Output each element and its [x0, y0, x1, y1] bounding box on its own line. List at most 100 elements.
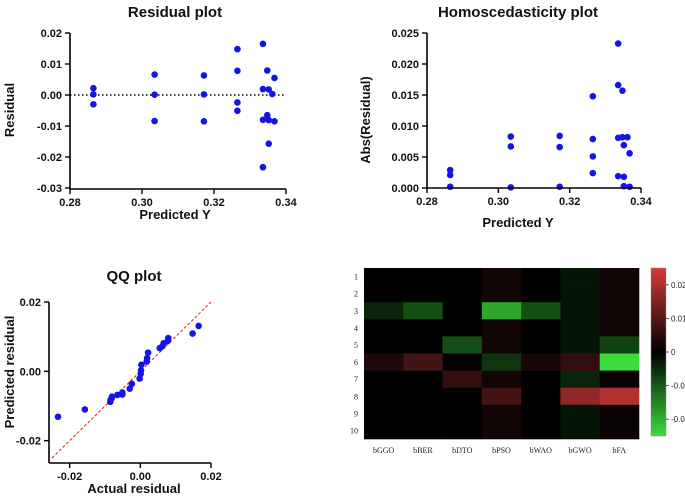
heatmap-cell — [481, 268, 522, 286]
heatmap-column-label: bFA — [613, 446, 627, 455]
heatmap-cell — [442, 302, 483, 320]
heatmap-cell — [364, 336, 404, 354]
residual-plot-xlabel: Predicted Y — [139, 207, 211, 222]
homoscedasticity-plot-title: Homoscedasticity plot — [438, 4, 598, 21]
homoscedasticity-plot-point — [589, 92, 597, 100]
heatmap-cell — [442, 387, 483, 406]
heatmap-cell — [521, 336, 561, 354]
qq-plot-point — [119, 389, 126, 396]
homoscedasticity-plot-point — [619, 87, 626, 94]
residual-plot-point — [234, 45, 241, 53]
homoscedasticity-plot-point — [620, 173, 628, 181]
heatmap-cell — [560, 370, 601, 388]
heatmap-column-label: bGWO — [569, 446, 592, 455]
homoscedasticity-plot: Homoscedasticity plot Predicted Y Abs(Re… — [358, 4, 653, 230]
heatmap-cell — [364, 302, 404, 320]
heatmap-cell — [364, 268, 404, 286]
heatmap-cell — [403, 353, 443, 371]
heatmap-cell — [521, 421, 561, 440]
heatmap-colorbar-tick-label: -0.01 — [671, 382, 685, 391]
heatmap-cell — [481, 302, 522, 320]
heatmap-cell — [560, 302, 601, 320]
residual-plot-point — [259, 40, 267, 48]
homoscedasticity-plot-xtick-label: 0.30 — [488, 196, 509, 208]
homoscedasticity-plot-point — [626, 183, 633, 191]
residual-plot-point — [271, 74, 278, 82]
qq-plot-ytick-label: 0.00 — [20, 366, 41, 378]
heatmap-column-label: bBER — [413, 446, 433, 455]
qq-plot-point — [138, 361, 145, 369]
heatmap-cell — [403, 421, 443, 440]
residual-plot-ylabel: Residual — [2, 83, 17, 137]
heatmap-colorbar-tick-label: 0.01 — [671, 314, 685, 323]
heatmap-cell — [599, 302, 640, 320]
qq-plot-ytick-label: -0.02 — [16, 436, 41, 448]
heatmap-cell — [560, 404, 601, 423]
heatmap-row-label: 4 — [354, 324, 358, 333]
heatmap-row-label: 1 — [354, 273, 358, 282]
residual-plot-title: Residual plot — [128, 4, 222, 21]
qq-plot-point — [189, 330, 196, 337]
heatmap-column-label: bWAO — [530, 446, 552, 455]
homoscedasticity-plot-point — [624, 133, 631, 141]
heatmap-cell — [599, 404, 640, 423]
residual-plot: Residual plot Predicted Y Residual 0.28 0… — [2, 4, 298, 222]
homoscedasticity-plot-point — [507, 143, 515, 150]
heatmap-cell — [481, 387, 522, 406]
heatmap-cell — [481, 336, 522, 354]
residual-plot-ytick-label: 0.01 — [41, 59, 62, 71]
heatmap-cell — [481, 285, 522, 303]
heatmap-cell — [403, 268, 443, 286]
residual-plot-ytick-label: -0.03 — [37, 183, 62, 195]
residual-plot-point — [200, 72, 208, 79]
homoscedasticity-plot-point — [620, 141, 628, 149]
qq-plot-title: QQ plot — [107, 268, 162, 285]
qq-plot-point — [195, 322, 202, 330]
residual-plot-point — [234, 107, 241, 115]
heatmap-cell — [481, 319, 522, 337]
homoscedasticity-plot-xtick-label: 0.32 — [559, 196, 580, 208]
homoscedasticity-plot-point — [556, 183, 563, 191]
heatmap-cells — [364, 268, 640, 440]
heatmap-column-labels: bGGO bBER bDTO bPSO bWAO bGWO bFA — [373, 446, 626, 455]
residual-plot-axes — [69, 33, 286, 190]
residual-plot-ytick-label: 0.00 — [41, 90, 62, 102]
residual-plot-point — [259, 163, 267, 171]
residual-plot-point — [200, 118, 208, 125]
residual-plot-ytick-label: -0.02 — [37, 152, 62, 164]
homoscedasticity-plot-ytick-label: 0.000 — [391, 183, 419, 195]
heatmap-colorbar-tick-label: 0.02 — [671, 281, 685, 290]
heatmap-cell — [560, 319, 601, 337]
heatmap-cell — [442, 370, 483, 388]
heatmap-cell — [599, 387, 640, 406]
heatmap-cell — [403, 336, 443, 354]
heatmap-row-label: 9 — [354, 409, 358, 418]
residual-plot-point — [271, 118, 278, 125]
qq-plot-point — [143, 354, 151, 362]
qq-plot-ticks: -0.02 0.00 0.02 -0.02 0.00 0.02 — [16, 297, 222, 483]
heatmap-cell — [599, 319, 640, 337]
residual-plot-point — [200, 91, 208, 98]
residual-plot-point — [263, 111, 271, 119]
residual-plot-ticks: 0.28 0.30 0.32 0.34 -0.03 -0.02 -0.01 0.00 0.01 0… — [37, 28, 298, 209]
heatmap-cell — [481, 404, 522, 423]
residual-plot-point — [259, 85, 267, 93]
homoscedasticity-plot-point — [556, 132, 563, 140]
heatmap-cell — [521, 302, 561, 320]
residual-plot-xtick-label: 0.28 — [59, 197, 80, 209]
qq-plot-point — [108, 393, 116, 400]
homoscedasticity-plot-point — [446, 171, 454, 179]
heatmap-cell — [442, 336, 483, 354]
homoscedasticity-plot-point — [614, 81, 622, 89]
residual-plot-ytick-label: 0.02 — [41, 28, 62, 40]
heatmap-cell — [560, 387, 601, 406]
homoscedasticity-plot-ticks: 0.28 0.30 0.32 0.34 0.000 0.005 0.010 0.015 0.02… — [391, 28, 652, 208]
heatmap-cell — [481, 370, 522, 388]
residual-plot-point — [269, 90, 276, 98]
heatmap-row-label: 7 — [354, 375, 358, 384]
residual-plot-point — [265, 140, 273, 147]
qq-plot-xlabel: Actual residual — [87, 481, 180, 496]
residual-plot-point — [234, 67, 241, 75]
homoscedasticity-plot-ytick-label: 0.005 — [391, 152, 419, 164]
